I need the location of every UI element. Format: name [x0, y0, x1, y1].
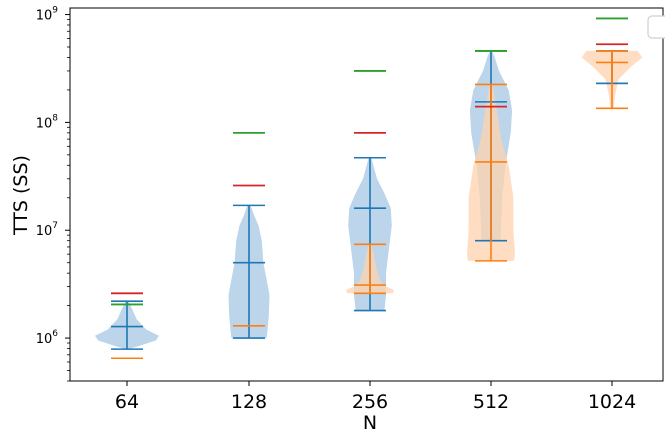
- plot-area-frame: [69, 7, 664, 382]
- x-tick-label-1024: 1024: [588, 391, 636, 413]
- y-tick-label-10^6: 106: [36, 329, 59, 347]
- legend-box: [647, 15, 665, 39]
- x-tick-label-256: 256: [352, 391, 388, 413]
- y-tick-label-10^7: 107: [36, 221, 58, 239]
- violin-bodies: [95, 50, 643, 350]
- x-axis-label: N: [363, 412, 377, 431]
- x-tick-label-128: 128: [231, 391, 267, 413]
- x-axis-ticks: 64 128 256 512 1024: [115, 381, 636, 413]
- y-axis-ticks: 106 107 108 109: [36, 6, 70, 382]
- y-tick-label-10^8: 108: [36, 113, 59, 131]
- x-tick-label-512: 512: [473, 391, 509, 413]
- legend: [647, 15, 665, 39]
- violin-statistic-lines: [111, 17, 628, 360]
- y-tick-label-10^9: 109: [36, 6, 59, 24]
- x-tick-label-64: 64: [115, 391, 139, 413]
- y-axis-label: TTS (SS): [10, 155, 32, 236]
